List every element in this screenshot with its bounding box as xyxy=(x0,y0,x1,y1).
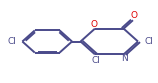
Text: Cl: Cl xyxy=(8,37,17,46)
Text: O: O xyxy=(130,11,137,20)
Text: Cl: Cl xyxy=(91,56,100,65)
Text: N: N xyxy=(122,54,128,63)
Text: O: O xyxy=(91,20,98,29)
Text: Cl: Cl xyxy=(145,37,154,46)
